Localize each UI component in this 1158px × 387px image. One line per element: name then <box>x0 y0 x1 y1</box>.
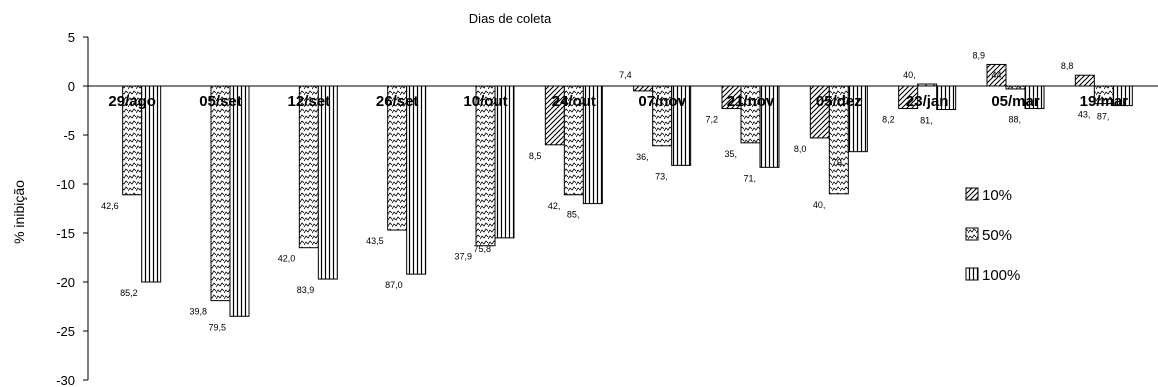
data-label: 88, <box>1008 115 1021 125</box>
data-label: 87,0 <box>385 280 403 290</box>
data-label: 8,5 <box>529 151 542 161</box>
data-label: 81, <box>920 116 933 126</box>
bar <box>318 86 337 279</box>
category-label: 05/mar <box>991 93 1040 110</box>
bar <box>299 86 318 248</box>
category-label: 19/mar <box>1080 93 1129 110</box>
data-label: 43,5 <box>366 236 384 246</box>
legend-label: 100% <box>982 267 1020 284</box>
legend-swatch <box>966 188 978 200</box>
data-label: 42,6 <box>101 201 119 211</box>
data-label: 71, <box>743 173 756 183</box>
data-label: 36, <box>636 152 649 162</box>
data-label: 8,2 <box>882 115 895 125</box>
category-label: 26/set <box>376 93 419 110</box>
legend-label: 10% <box>982 187 1012 204</box>
category-label: 05/set <box>199 93 242 110</box>
y-tick-label: -20 <box>56 275 75 290</box>
y-tick-label: 0 <box>68 79 75 94</box>
data-label: 83,9 <box>297 285 315 295</box>
data-label: 7,4 <box>619 70 632 80</box>
legend-swatch <box>966 228 978 240</box>
category-label: 24/out <box>552 93 596 110</box>
legend-swatch <box>966 268 978 280</box>
data-label: 79, <box>832 158 845 168</box>
chart-title: Dias de coleta <box>469 11 552 26</box>
y-ticks: 5 0 -5 -10 -15 -20 -25 -30 <box>56 30 88 387</box>
bar <box>407 86 426 274</box>
y-tick-label: -5 <box>63 128 75 143</box>
data-label: 8,0 <box>794 144 807 154</box>
y-tick-label: -10 <box>56 177 75 192</box>
legend-label: 50% <box>982 227 1012 244</box>
data-label: 42, <box>548 201 561 211</box>
bar <box>211 86 230 301</box>
data-label: 43, <box>1078 110 1091 120</box>
data-label: 37,9 <box>454 252 472 262</box>
y-tick-label: -25 <box>56 324 75 339</box>
data-label: 40, <box>903 70 916 80</box>
data-label: 85,2 <box>120 288 138 298</box>
category-label: 07/nov <box>638 93 686 110</box>
data-label: 44, <box>991 70 1004 80</box>
data-label: 73, <box>655 171 668 181</box>
legend: 10% 50% 100% <box>966 187 1020 284</box>
category-label: 21/nov <box>727 93 775 110</box>
data-label: 79,5 <box>208 322 226 332</box>
category-label: 05/dez <box>816 93 862 110</box>
y-tick-label: -30 <box>56 373 75 387</box>
data-label: 8,8 <box>1061 61 1074 71</box>
bar <box>634 86 653 91</box>
data-labels-layer: 42,6 85,2 39,879,5 42,0 83,9 43,5 87,0 37,975,8… <box>101 50 1109 332</box>
category-label: 12/set <box>288 93 331 110</box>
y-tick-label: 5 <box>68 30 75 45</box>
data-label: 85, <box>567 210 580 220</box>
data-label: 35, <box>724 149 737 159</box>
data-label: 40, <box>813 200 826 210</box>
y-tick-label: -15 <box>56 226 75 241</box>
category-labels: 29/ago 05/set 12/set 26/set 10/out 24/out 07/n… <box>108 93 1128 110</box>
y-axis-label: % inibição <box>11 180 27 244</box>
bar <box>142 86 161 282</box>
bars-layer <box>123 64 1133 316</box>
data-label: 42,0 <box>278 254 296 264</box>
data-label: 39,8 <box>189 307 207 317</box>
category-label: 10/out <box>463 93 507 110</box>
data-label: 7,2 <box>705 115 718 125</box>
data-label: 75,8 <box>473 244 491 254</box>
bar <box>230 86 249 316</box>
bar <box>1075 75 1094 86</box>
data-label: 87, <box>1097 112 1110 122</box>
category-label: 23/jan <box>906 93 949 110</box>
category-label: 29/ago <box>108 93 156 110</box>
data-label: 8,9 <box>972 50 985 60</box>
